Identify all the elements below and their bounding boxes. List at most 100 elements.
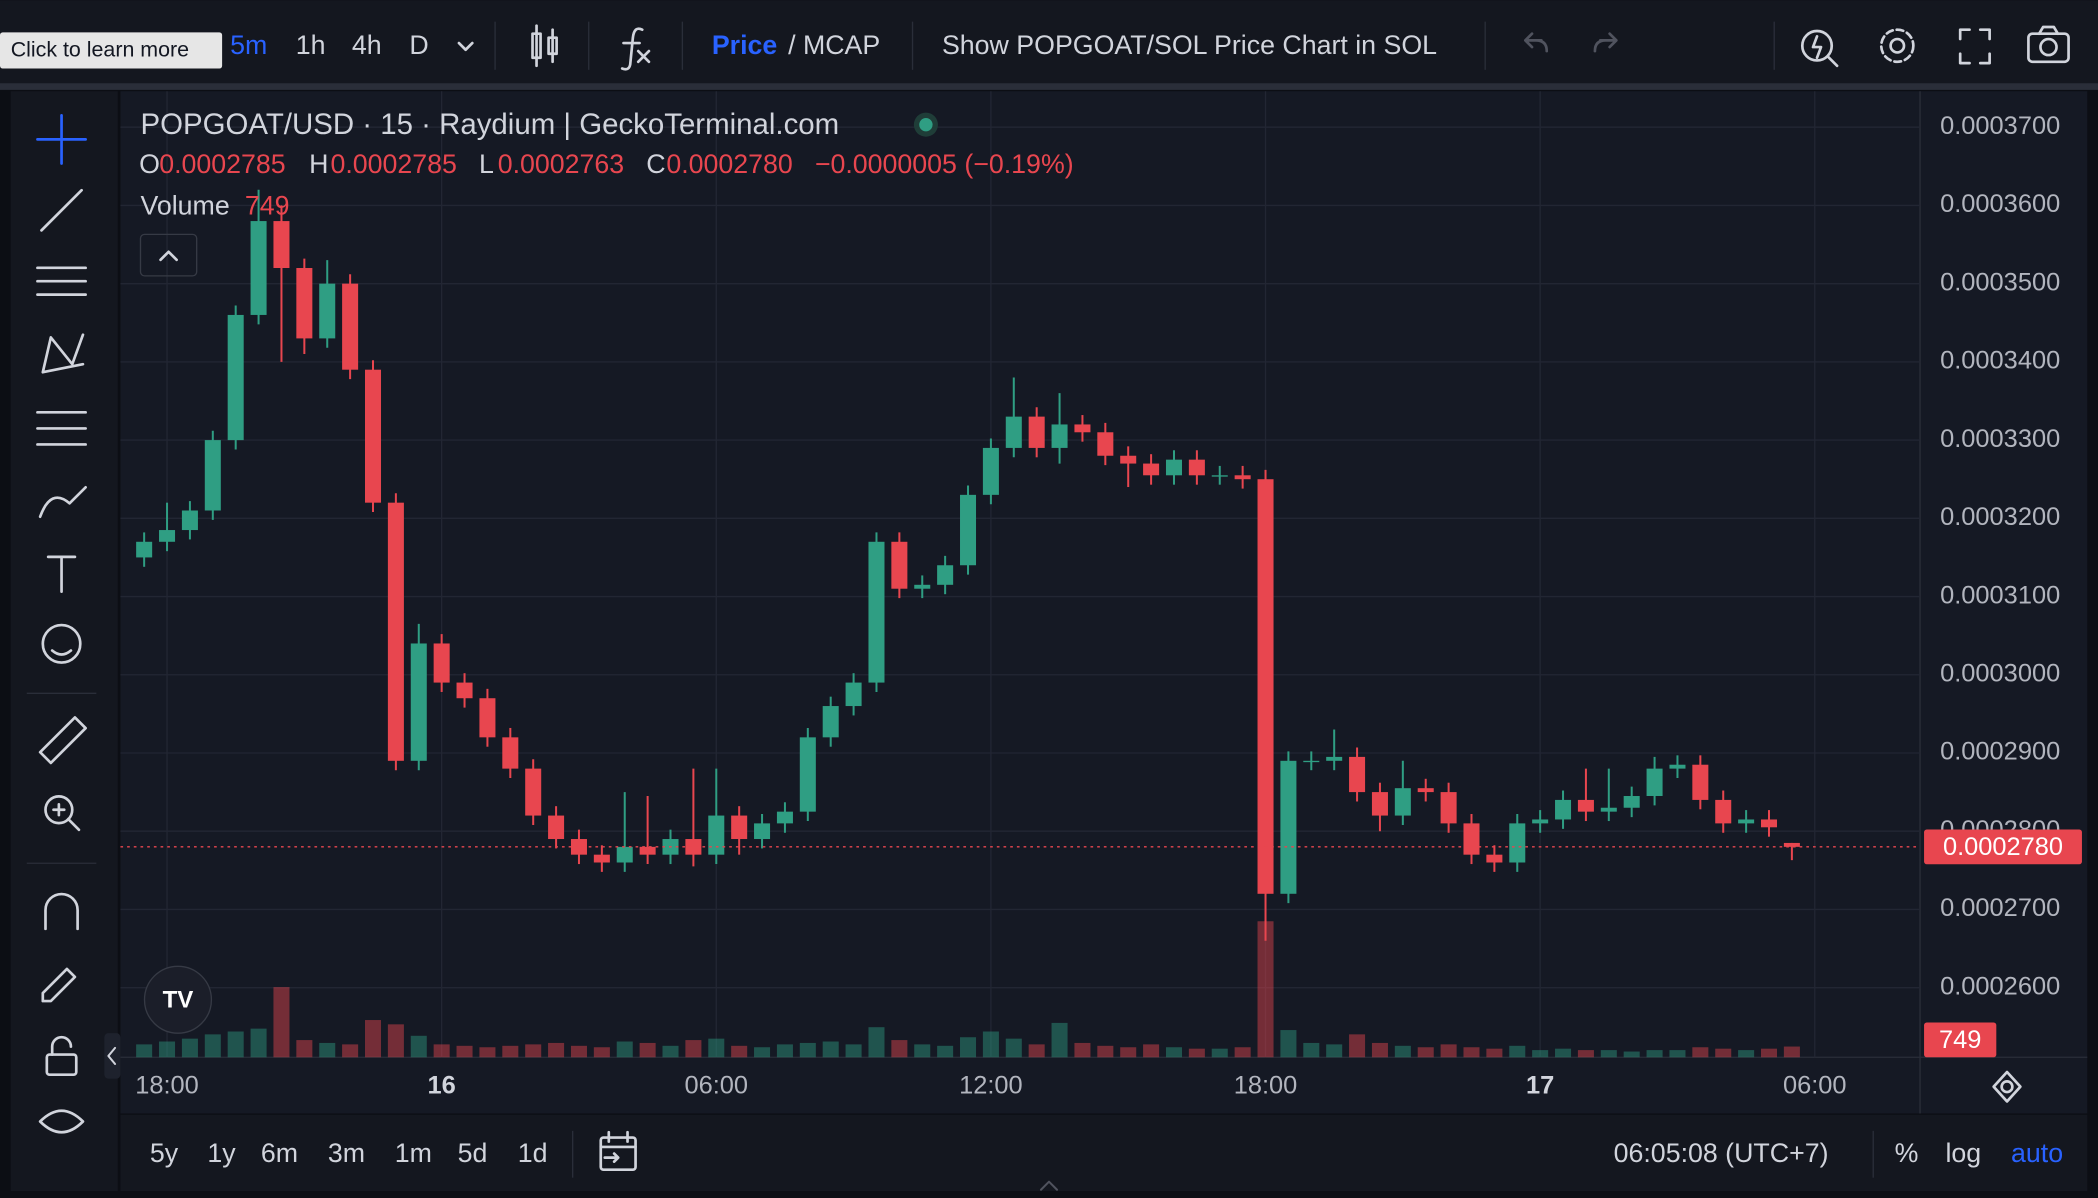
expand-icon[interactable] (1039, 1180, 1059, 1191)
percent-toggle[interactable]: % (1895, 1138, 1919, 1168)
settings-icon[interactable] (1879, 28, 1915, 64)
panel-toggle[interactable] (104, 1033, 121, 1079)
ohlc-key: L (479, 149, 494, 179)
range[interactable]: 3m (328, 1138, 365, 1168)
range[interactable]: 1m (395, 1138, 432, 1168)
candle-body (548, 815, 565, 840)
interval[interactable]: D (409, 30, 428, 60)
candle-body (1051, 424, 1068, 448)
candle-body (502, 737, 519, 769)
clock: 06:05:08 (UTC+7) (1614, 1138, 1829, 1168)
candle-body (593, 854, 610, 863)
mcap-toggle[interactable]: / MCAP (788, 30, 880, 60)
fullscreen-icon[interactable] (1958, 28, 1991, 65)
visibility-icon[interactable] (38, 1109, 85, 1134)
lock-draw-icon[interactable] (41, 967, 77, 1003)
x-tick-label: 16 (428, 1071, 456, 1099)
volume-bar (1555, 1048, 1572, 1058)
volume-bar (1394, 1045, 1411, 1058)
candle-body (364, 369, 382, 503)
candle-body (1303, 760, 1320, 763)
volume-bar (159, 1041, 176, 1058)
left-toolbar (10, 91, 118, 1192)
candle-body (754, 823, 771, 840)
trend-line-icon[interactable] (40, 188, 83, 232)
sol-toggle[interactable]: Show POPGOAT/SOL Price Chart in SOL (942, 30, 1437, 60)
ohlc-key: H (309, 149, 328, 179)
magnet-icon[interactable] (44, 892, 79, 931)
undo-icon[interactable] (1523, 32, 1549, 53)
y-tick-label: 0.0003100 (1940, 581, 2060, 609)
volume-bar (1623, 1051, 1640, 1058)
dropdown-icon[interactable] (457, 41, 474, 52)
text-tool-icon[interactable] (46, 555, 77, 593)
volume-bar (1188, 1048, 1205, 1058)
volume-bar (776, 1044, 793, 1058)
interval[interactable]: 4h (352, 30, 382, 60)
candle-body (776, 811, 793, 824)
volume-bar (1577, 1050, 1594, 1058)
range[interactable]: 1d (518, 1138, 548, 1168)
interval[interactable]: 1h (296, 30, 326, 60)
candle-body (1211, 475, 1228, 477)
pattern-icon[interactable] (41, 333, 85, 374)
top-toolbar (0, 0, 2098, 84)
candle-body (273, 221, 290, 269)
volume-bar (456, 1045, 473, 1058)
candle-body (1600, 807, 1617, 812)
crosshair-icon[interactable] (36, 113, 87, 165)
indicators-icon[interactable] (620, 27, 651, 71)
range[interactable]: 5y (150, 1138, 179, 1168)
goto-date-icon[interactable] (599, 1130, 637, 1171)
ohlc-value: 0.0002785 (330, 149, 456, 179)
auto-toggle[interactable]: auto (2011, 1138, 2063, 1168)
ruler-icon[interactable] (38, 716, 87, 765)
volume-bar (845, 1044, 862, 1058)
collapse-button[interactable] (139, 233, 198, 277)
range[interactable]: 1y (207, 1138, 236, 1168)
lock-icon[interactable] (45, 1035, 78, 1077)
zoom-icon[interactable] (44, 795, 81, 832)
candle-body (570, 839, 587, 855)
candle-body (1555, 799, 1572, 820)
volume-bar (1440, 1044, 1457, 1058)
volume-bar (1143, 1044, 1160, 1058)
volume-bar (1234, 1047, 1251, 1058)
projection-icon[interactable] (36, 411, 87, 446)
screenshot-icon[interactable] (2027, 25, 2070, 64)
fib-icon[interactable] (36, 266, 87, 296)
candle-body (937, 565, 954, 585)
quick-search-icon[interactable] (1800, 29, 1839, 68)
candle-body (387, 502, 404, 761)
volume-bar (1028, 1044, 1045, 1058)
volume-bar (1371, 1042, 1388, 1058)
collapse-icon[interactable] (159, 250, 178, 262)
candle-body (1165, 459, 1182, 476)
candle-body (1738, 819, 1755, 824)
interval[interactable]: 5m (230, 30, 267, 60)
y-tick-label: 0.0003300 (1940, 425, 2060, 453)
redo-icon[interactable] (1593, 32, 1618, 53)
chart-title: POPGOAT/USD · 15 · Raydium | GeckoTermin… (140, 108, 839, 141)
axis-settings-icon[interactable] (1992, 1070, 2022, 1103)
brush-icon[interactable] (38, 485, 87, 519)
candle-type-icon[interactable] (531, 24, 558, 68)
volume-bar (387, 1024, 404, 1058)
volume-bar (1005, 1038, 1022, 1058)
candle-body (1326, 756, 1343, 761)
ohlc-change: −0.0000005 (−0.19%) (815, 149, 1074, 179)
panel-toggle-icon[interactable] (107, 1046, 117, 1065)
candle-body (1349, 756, 1366, 793)
price-toggle[interactable]: Price (712, 30, 777, 60)
x-tick-label: 06:00 (1783, 1071, 1847, 1099)
candle-body (1005, 416, 1022, 448)
volume-bar (1692, 1047, 1709, 1058)
volume-bar (319, 1042, 336, 1058)
candle-body (1783, 842, 1800, 847)
emoji-icon[interactable] (41, 623, 82, 664)
separator (0, 83, 2098, 90)
range[interactable]: 5d (458, 1138, 488, 1168)
candle-body (1440, 792, 1457, 824)
range[interactable]: 6m (261, 1138, 298, 1168)
log-toggle[interactable]: log (1945, 1138, 1981, 1168)
